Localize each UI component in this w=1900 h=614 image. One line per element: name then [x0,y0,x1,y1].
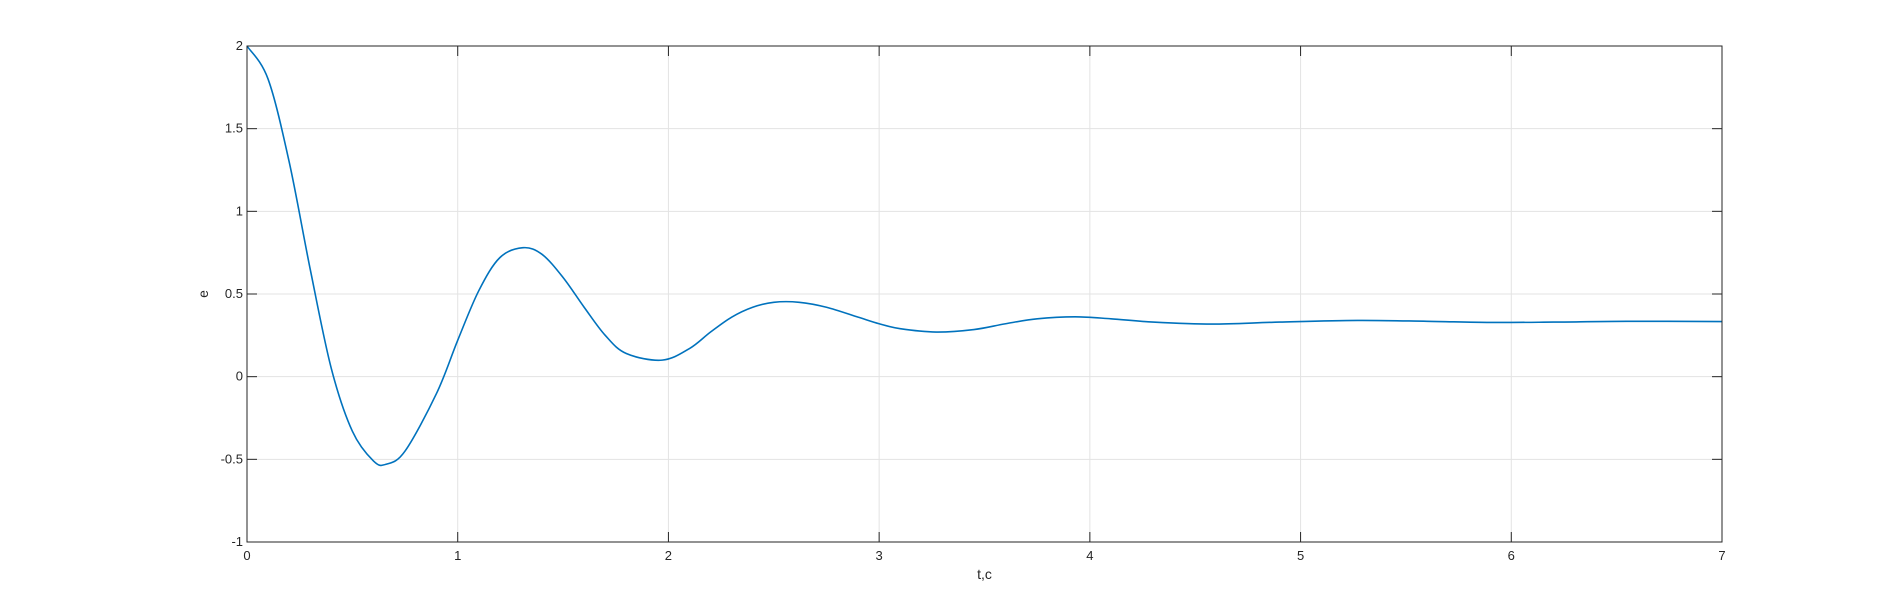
x-tick-label: 7 [1718,548,1725,563]
y-tick-label: 1.5 [225,121,243,136]
y-tick-label: 0.5 [225,286,243,301]
x-tick-label: 3 [876,548,883,563]
y-axis-label: e [195,290,211,298]
y-tick-label: 0 [236,369,243,384]
series-layer [246,45,1723,467]
y-tick-label: 2 [236,38,243,53]
grid-layer [247,46,1722,542]
x-tick-label: 6 [1508,548,1515,563]
y-tick-label: 1 [236,203,243,218]
x-tick-label: 5 [1297,548,1304,563]
series-line-0 [246,45,1723,467]
y-tick-label: -1 [231,534,243,549]
x-axis-label: t,c [977,566,992,582]
y-tick-label: -0.5 [221,451,243,466]
tick-layer: 0 1 2 3 4 5 6 7 -1 -0.5 0 0.5 1 1.5 2 [221,38,1726,563]
x-tick-label: 2 [665,548,672,563]
x-tick-label: 1 [454,548,461,563]
x-tick-label: 0 [243,548,250,563]
x-tick-label: 4 [1086,548,1093,563]
